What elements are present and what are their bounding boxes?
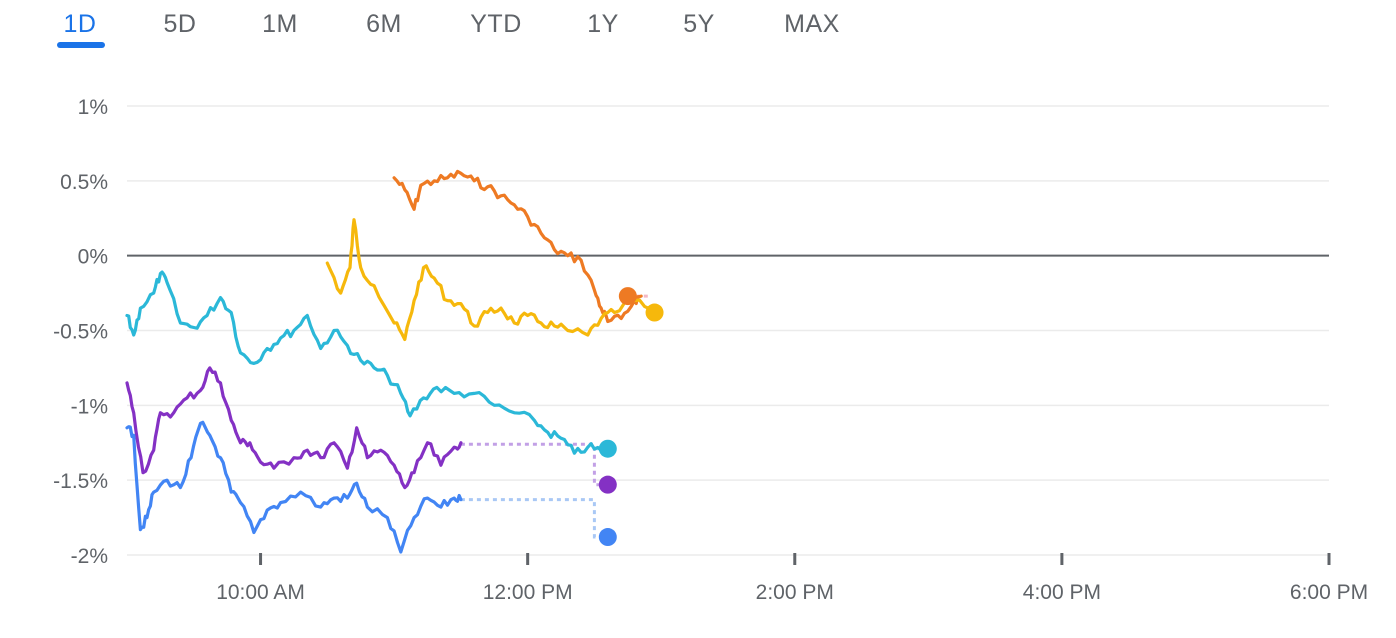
- series-end-dot-3: [598, 439, 617, 458]
- series-line-2: [325, 218, 657, 342]
- x-tick-label: 12:00 PM: [483, 581, 573, 604]
- series-line-4: [125, 366, 463, 490]
- tab-5d[interactable]: 5D: [163, 10, 197, 38]
- series-line-1: [392, 169, 643, 324]
- series-end-dot-1: [618, 287, 637, 306]
- series-end-dot-2: [645, 303, 664, 322]
- y-tick-label: -0.5%: [53, 321, 108, 344]
- tab-max[interactable]: MAX: [784, 10, 840, 38]
- tab-6m[interactable]: 6M: [366, 10, 402, 38]
- y-tick-label: -2%: [71, 545, 108, 568]
- tab-1m[interactable]: 1M: [262, 10, 298, 38]
- series-line-3: [125, 270, 610, 455]
- tab-1y[interactable]: 1Y: [587, 10, 619, 38]
- y-tick-label: 0.5%: [60, 171, 108, 194]
- y-tick-label: 1%: [78, 96, 108, 119]
- y-tick-label: -1%: [71, 395, 108, 418]
- y-tick-label: 0%: [78, 246, 108, 269]
- series-end-dot-4: [598, 475, 617, 494]
- tab-ytd[interactable]: YTD: [470, 10, 522, 38]
- x-tick-label: 2:00 PM: [756, 581, 834, 604]
- x-tick-label: 4:00 PM: [1023, 581, 1101, 604]
- connector-line: [460, 498, 608, 539]
- active-tab-indicator: [57, 42, 105, 48]
- tab-5y[interactable]: 5Y: [683, 10, 715, 38]
- series-end-dot-5: [598, 528, 617, 547]
- range-tabs: 1D 5D 1M 6M YTD 1Y 5Y MAX: [0, 0, 1396, 56]
- x-tick-label: 10:00 AM: [216, 581, 305, 604]
- connector-line: [460, 442, 608, 487]
- series-line-5: [125, 420, 463, 554]
- x-tick-label: 6:00 PM: [1290, 581, 1368, 604]
- y-tick-label: -1.5%: [53, 470, 108, 493]
- tab-1d[interactable]: 1D: [63, 10, 97, 38]
